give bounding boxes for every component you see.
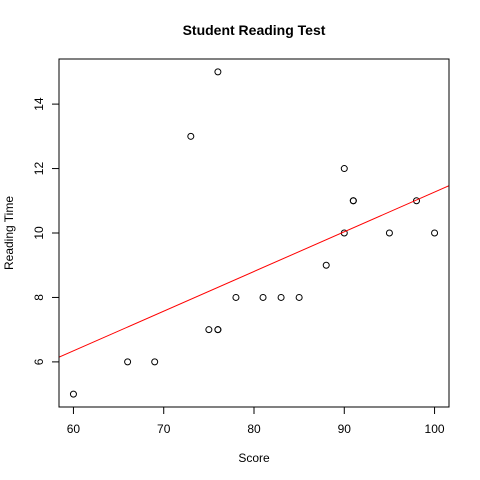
chart-title: Student Reading Test — [183, 22, 326, 38]
data-point — [340, 165, 348, 173]
x-tick-label: 80 — [247, 422, 261, 436]
data-point — [322, 261, 330, 269]
x-tick-label: 90 — [338, 422, 352, 436]
x-tick-label: 60 — [67, 422, 81, 436]
regression-line — [59, 185, 449, 358]
data-point — [349, 197, 357, 205]
data-point — [205, 326, 213, 334]
y-tick-label: 10 — [32, 226, 46, 240]
plot-area — [59, 68, 449, 398]
data-point — [385, 229, 393, 237]
data-point — [259, 293, 267, 301]
plot-frame — [58, 58, 450, 408]
data-point — [69, 390, 77, 398]
y-tick-label: 6 — [32, 358, 46, 365]
data-point — [431, 229, 439, 237]
x-tick-label: 70 — [157, 422, 171, 436]
y-axis: 6 8 10 12 14 — [32, 97, 59, 365]
data-point — [277, 293, 285, 301]
x-tick-label: 100 — [425, 422, 445, 436]
x-axis: 60 70 80 90 100 — [67, 407, 445, 436]
x-axis-label: Score — [238, 451, 270, 465]
data-point — [187, 132, 195, 140]
y-tick-label: 12 — [32, 162, 46, 176]
data-point — [124, 358, 132, 366]
data-point — [413, 197, 420, 205]
data-point — [214, 326, 222, 334]
data-point — [232, 293, 240, 301]
data-point — [295, 293, 303, 301]
y-axis-label: Reading Time — [2, 196, 16, 270]
y-tick-label: 14 — [32, 97, 46, 111]
data-point — [214, 68, 222, 76]
data-point — [151, 358, 159, 366]
y-tick-label: 8 — [32, 294, 46, 301]
